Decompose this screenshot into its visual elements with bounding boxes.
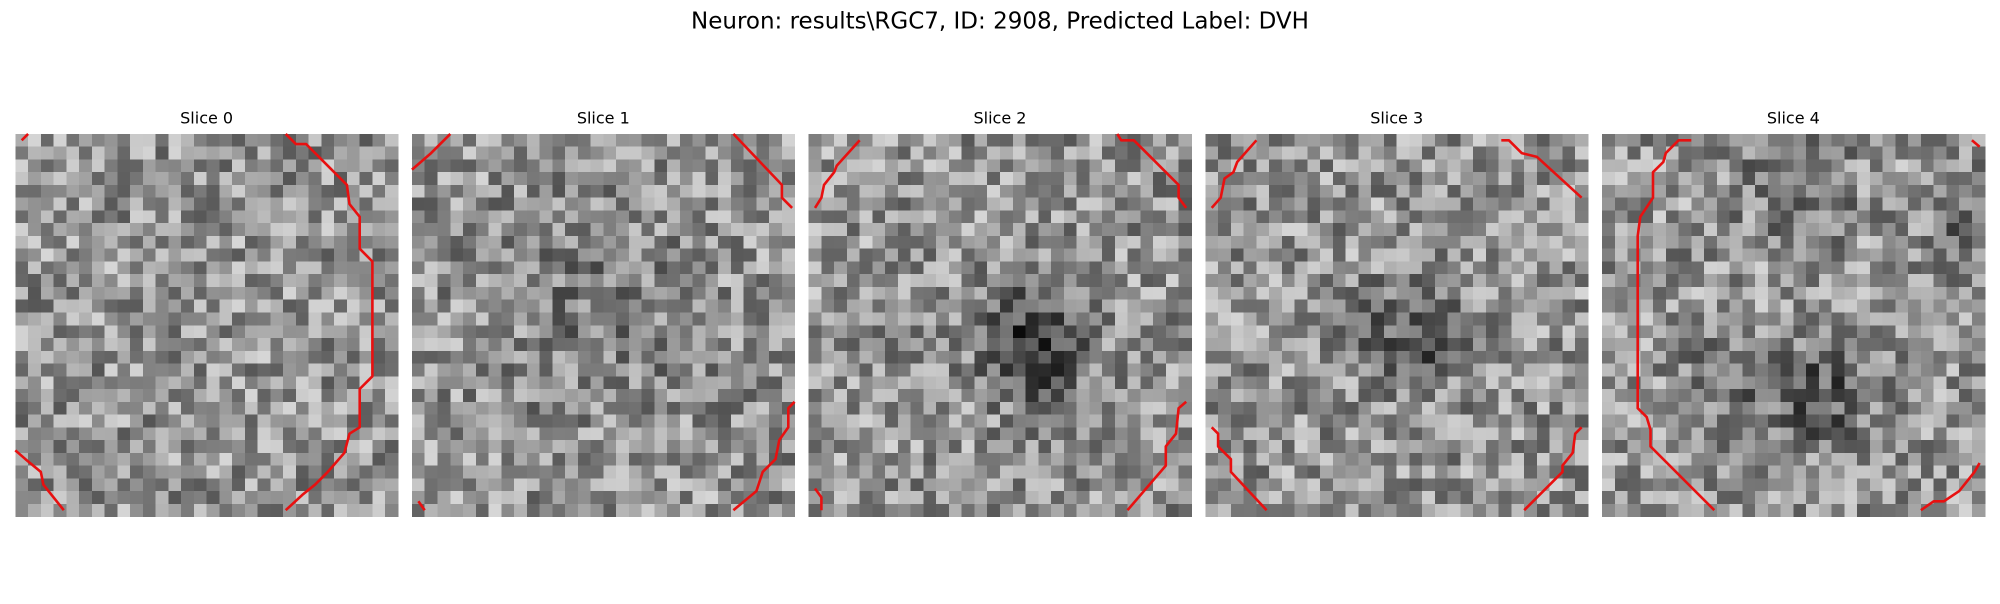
contour (20, 132, 30, 142)
slice-panel: Slice 3 (1205, 109, 1589, 518)
contour (1920, 462, 1981, 512)
contour (1210, 139, 1258, 209)
slice-title: Slice 3 (1370, 109, 1423, 128)
slice-image (808, 133, 1192, 518)
contour (14, 449, 65, 512)
slice-image (1205, 133, 1589, 518)
contour (1210, 426, 1268, 512)
contour (813, 487, 823, 511)
slice-title: Slice 2 (974, 109, 1027, 128)
contour (284, 132, 374, 512)
slice-panel: Slice 0 (14, 109, 399, 518)
slice-image (15, 133, 399, 518)
contour (1971, 139, 1981, 148)
slice-title: Slice 1 (577, 109, 630, 128)
slice-title: Slice 4 (1767, 109, 1820, 128)
slice-panel: Slice 4 (1602, 109, 1986, 518)
contour (732, 133, 794, 209)
figure-title: Neuron: results\RGC7, ID: 2908, Predicte… (691, 9, 1309, 35)
slice-title: Slice 0 (180, 109, 233, 128)
contour (732, 400, 796, 512)
slice-panel: Slice 2 (808, 109, 1192, 518)
contour (411, 132, 452, 171)
contour (1636, 139, 1716, 512)
contour (1523, 426, 1583, 512)
contour (1116, 133, 1188, 209)
contour (1501, 139, 1583, 199)
contour (1126, 400, 1188, 512)
slice-panel: Slice 1 (411, 109, 796, 518)
slice-image (1602, 133, 1986, 518)
slice-image (411, 133, 796, 518)
contour (417, 500, 426, 511)
contour (813, 139, 861, 209)
